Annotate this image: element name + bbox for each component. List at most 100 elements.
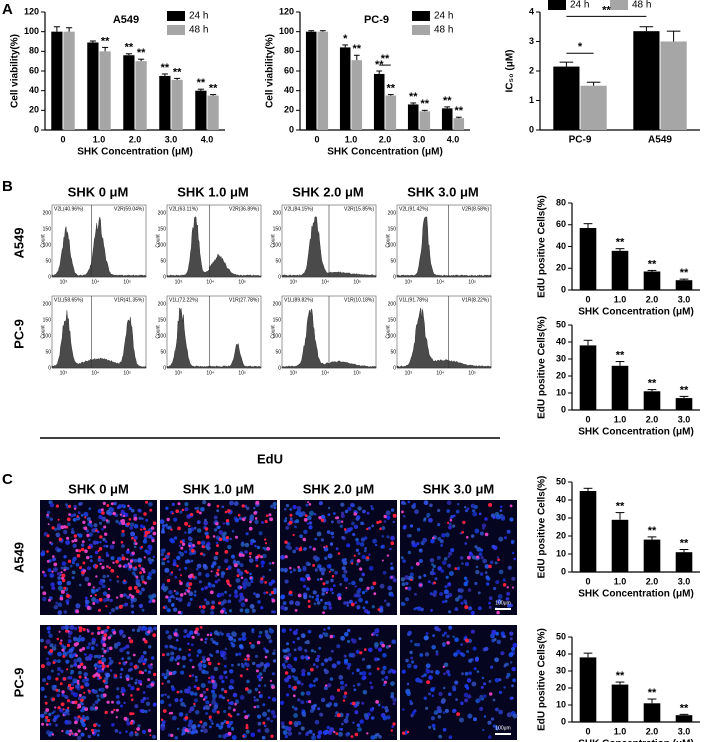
nucleus <box>460 601 464 605</box>
edu-nucleus <box>126 558 129 561</box>
nucleus <box>228 635 234 641</box>
nucleus <box>211 584 216 588</box>
nucleus <box>204 585 209 590</box>
nucleus <box>292 504 297 510</box>
nucleus <box>167 634 173 640</box>
nucleus <box>386 715 391 720</box>
nucleus <box>224 558 229 564</box>
nucleus <box>365 600 369 604</box>
nucleus <box>69 625 75 630</box>
edu-nucleus <box>120 541 124 544</box>
y-tick-label: 30 <box>556 665 566 675</box>
nucleus <box>204 641 208 644</box>
nucleus <box>439 592 444 596</box>
edu-nucleus <box>405 586 408 590</box>
nucleus <box>284 579 289 584</box>
nucleus <box>237 663 241 667</box>
nucleus <box>232 632 238 637</box>
nucleus <box>54 685 57 688</box>
nucleus <box>173 646 178 651</box>
nucleus <box>329 587 334 592</box>
edu-nucleus <box>60 525 65 530</box>
micrograph <box>400 625 518 740</box>
significance: ** <box>680 267 689 279</box>
edu-nucleus <box>356 559 361 563</box>
nucleus <box>121 544 125 548</box>
edu-nucleus <box>262 721 266 725</box>
edu-nucleus <box>153 672 157 677</box>
edu-nucleus <box>76 553 81 558</box>
nucleus <box>335 547 339 551</box>
nucleus <box>217 578 221 582</box>
x-tick-label: 2.0 <box>646 576 659 586</box>
gate-label: V2R(8.58%) <box>462 206 490 212</box>
nucleus <box>323 632 329 637</box>
nucleus <box>196 654 199 657</box>
nucleus <box>303 595 308 600</box>
nucleus <box>464 698 469 703</box>
edu-nucleus <box>147 678 151 682</box>
flow-x-tick: 10³ <box>175 279 183 285</box>
edu-nucleus <box>101 662 105 665</box>
edu-nucleus <box>146 530 151 534</box>
nucleus <box>250 732 256 738</box>
nucleus <box>60 566 64 570</box>
nucleus <box>312 733 316 736</box>
nucleus <box>48 633 53 638</box>
edu-nucleus <box>378 520 382 524</box>
nucleus <box>116 580 120 583</box>
nucleus <box>333 702 338 707</box>
edu-nucleus <box>297 565 300 569</box>
edu-nucleus <box>82 665 87 670</box>
x-axis-label: SHK Concentration (μM) <box>578 739 694 742</box>
nucleus <box>68 635 71 638</box>
nucleus <box>151 593 157 598</box>
edu-nucleus <box>150 526 155 530</box>
nucleus <box>470 629 475 634</box>
nucleus <box>131 628 136 632</box>
edu-nucleus <box>194 630 198 635</box>
nucleus <box>218 675 224 680</box>
edu-nucleus <box>66 594 70 598</box>
edu-nucleus <box>449 519 453 522</box>
bar <box>339 47 351 130</box>
nucleus <box>212 697 216 701</box>
nucleus <box>443 672 446 676</box>
edu-nucleus <box>109 646 113 651</box>
edu-nucleus <box>75 548 79 553</box>
nucleus <box>184 507 189 512</box>
nucleus <box>355 548 360 552</box>
nucleus <box>280 700 285 706</box>
nucleus <box>320 598 323 602</box>
nucleus <box>346 543 351 548</box>
nucleus <box>251 630 255 634</box>
nucleus <box>448 610 452 614</box>
flow-x-tick: 10⁴ <box>206 370 214 376</box>
nucleus <box>230 720 234 724</box>
flow-y-tick: 50 <box>390 258 396 264</box>
nucleus <box>323 628 326 631</box>
edu-nucleus <box>312 563 316 567</box>
nucleus <box>429 592 433 596</box>
nucleus <box>71 558 76 563</box>
edu-nucleus <box>53 562 58 567</box>
edu-nucleus <box>215 522 219 526</box>
row-label: A549 <box>11 227 26 258</box>
nucleus <box>456 566 461 571</box>
nucleus <box>307 671 311 676</box>
nucleus <box>492 724 496 728</box>
edu-nucleus <box>161 682 164 685</box>
x-tick-label: 0 <box>585 414 590 424</box>
nucleus <box>220 721 224 726</box>
edu-nucleus <box>225 536 229 540</box>
y-tick-label: 0 <box>561 284 566 294</box>
nucleus <box>88 653 93 659</box>
edu-nucleus <box>87 582 92 586</box>
nucleus <box>174 628 178 632</box>
nucleus <box>474 528 480 534</box>
flow-y-tick: 0 <box>48 274 51 280</box>
significance: ** <box>648 258 657 270</box>
nucleus <box>205 705 211 711</box>
nucleus <box>311 704 316 710</box>
edu-nucleus <box>118 662 121 665</box>
